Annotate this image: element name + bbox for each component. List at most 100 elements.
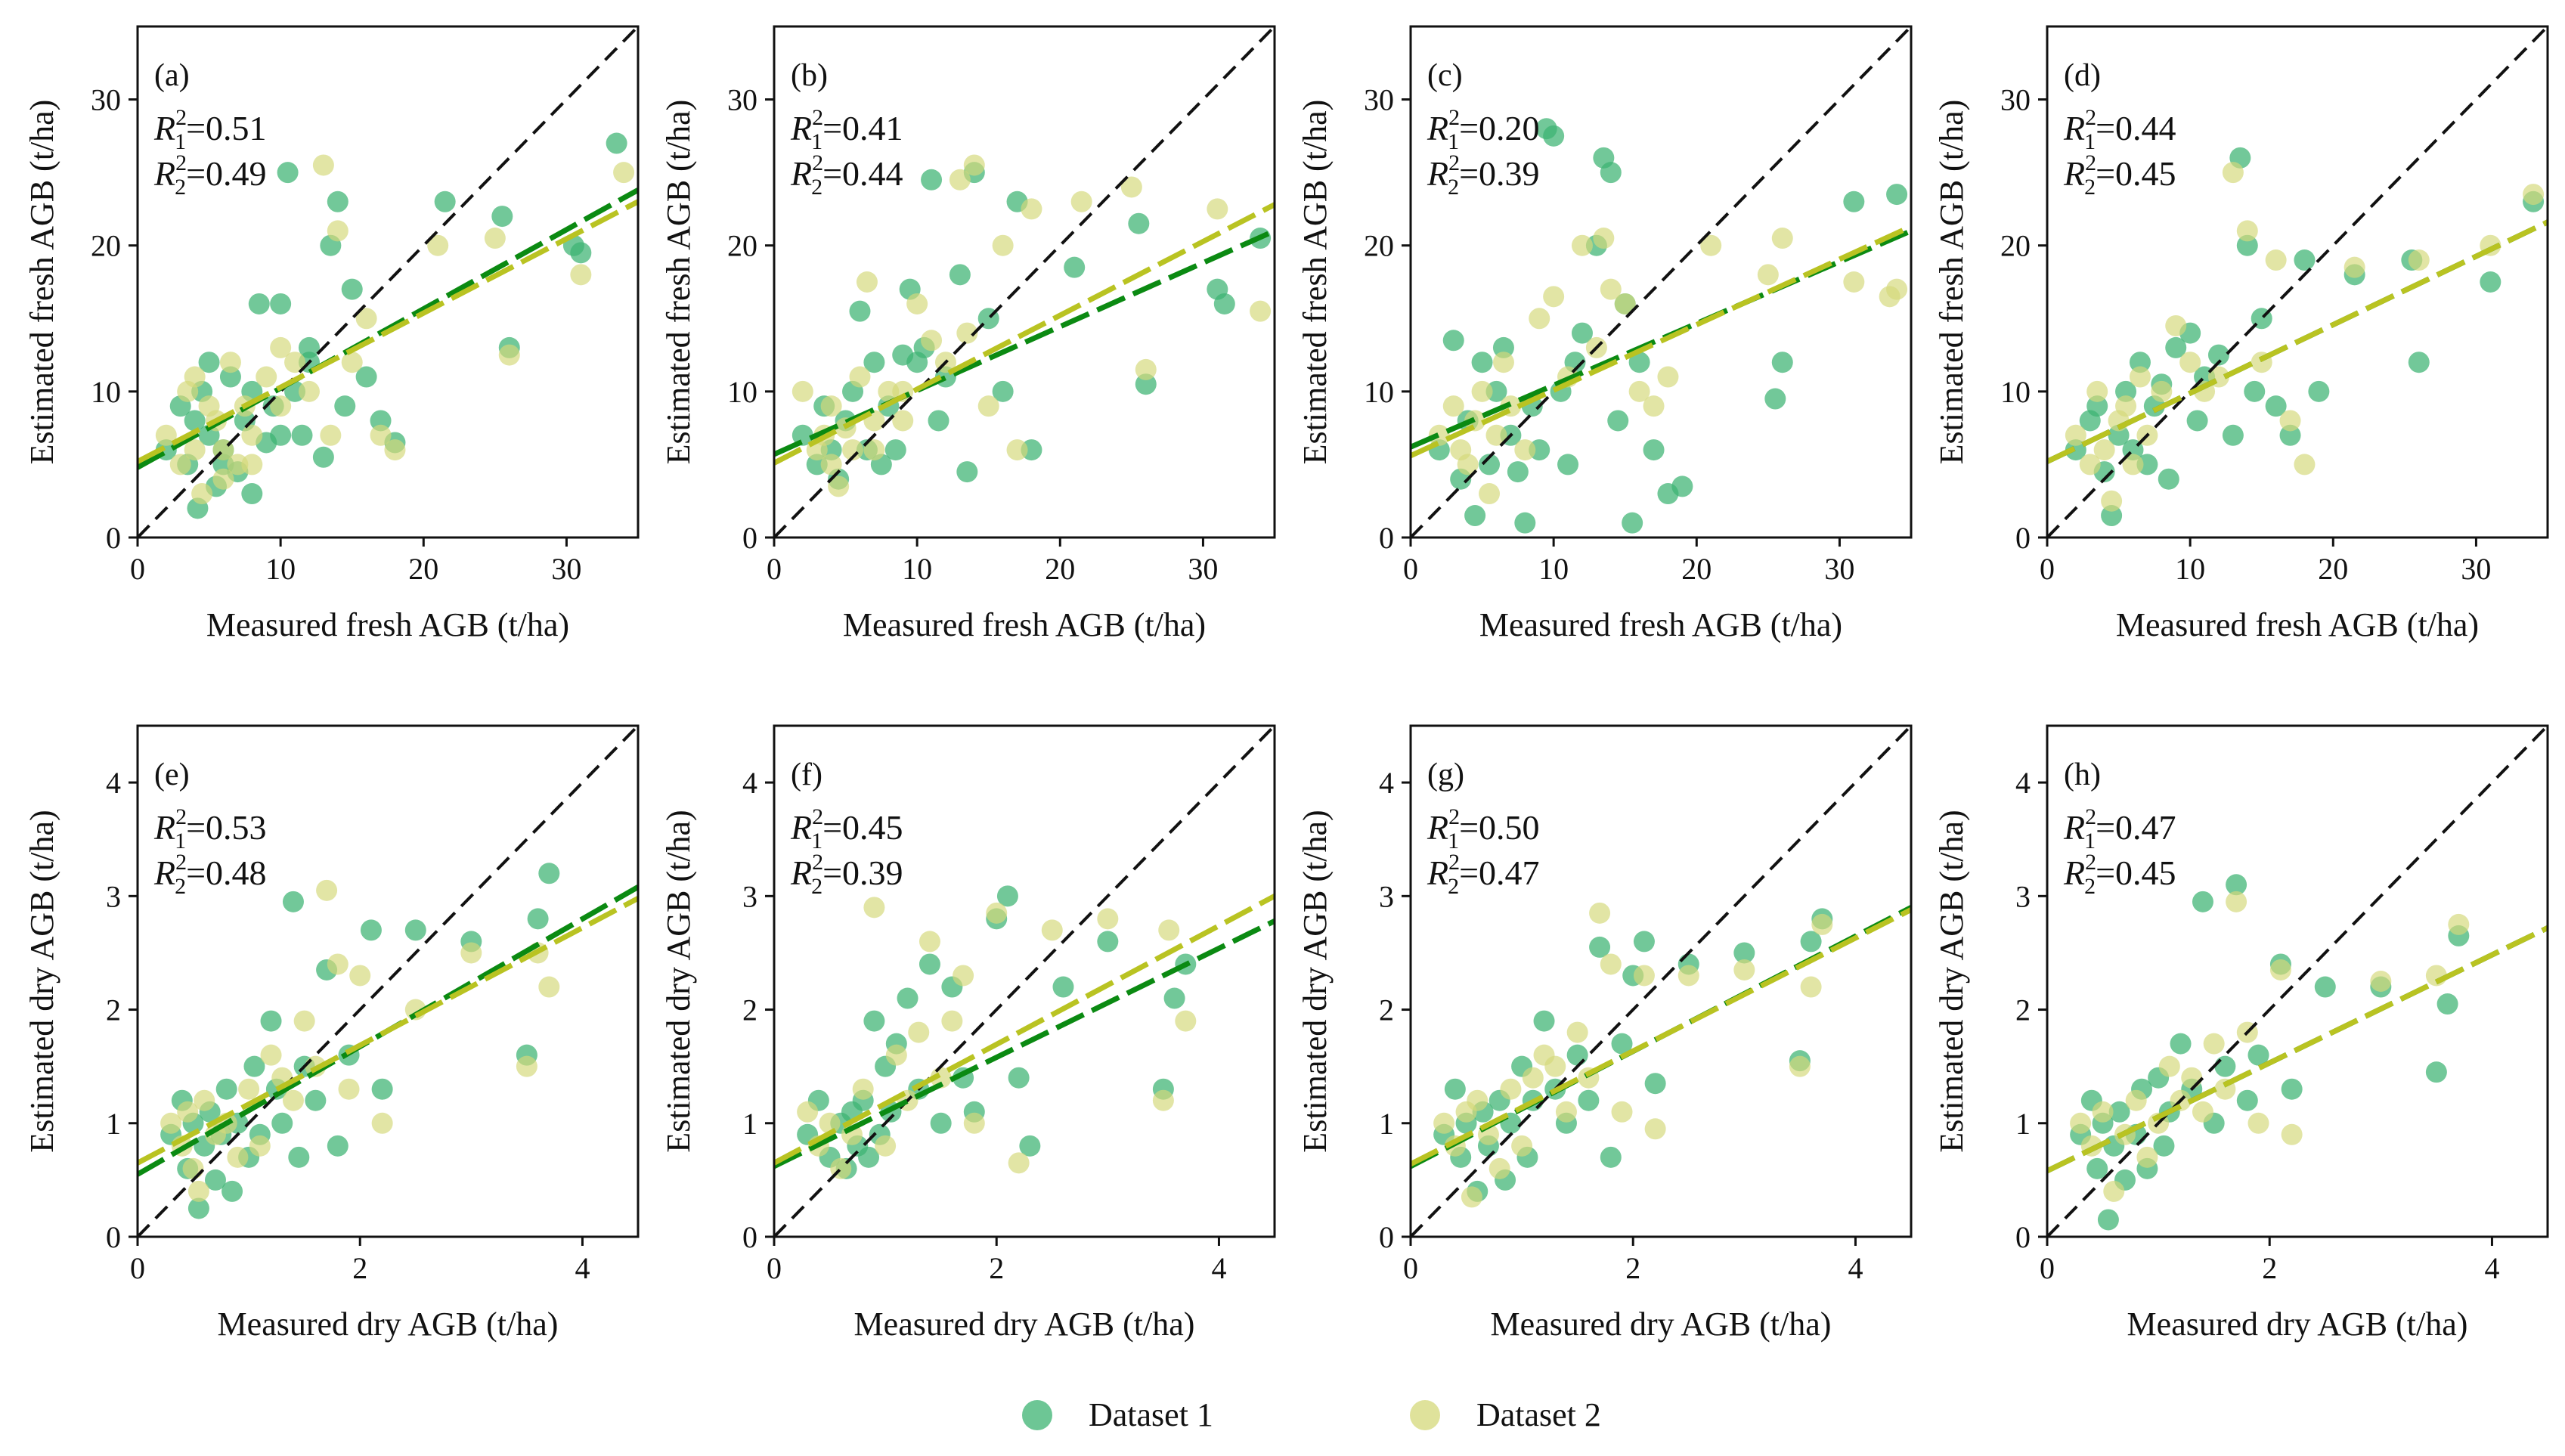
y-tick-label: 1 <box>742 1107 757 1141</box>
scatter-point-dataset-1 <box>2294 249 2316 271</box>
scatter-point-dataset-1 <box>1444 1078 1466 1100</box>
axes-frame <box>2046 724 2549 1238</box>
scatter-point-dataset-2 <box>2523 184 2545 206</box>
scatter-point-dataset-2 <box>1041 919 1063 941</box>
scatter-point-dataset-2 <box>1511 1135 1533 1157</box>
r2-annotation-1: R2 1=0.20 <box>1427 105 1540 154</box>
scatter-point-dataset-2 <box>1733 959 1755 980</box>
scatter-point-dataset-2 <box>2294 454 2316 476</box>
x-tick-label: 20 <box>1681 552 1712 586</box>
scatter-point-dataset-2 <box>1492 352 1514 373</box>
scatter-point-dataset-2 <box>460 942 482 964</box>
scatter-point-dataset-2 <box>2079 454 2101 476</box>
scatter-point-dataset-2 <box>370 424 392 446</box>
axes-frame <box>136 724 640 1238</box>
scatter-point-dataset-1 <box>1442 330 1464 352</box>
y-axis-label: Estimated fresh AGB (t/ha) <box>1296 100 1334 465</box>
scatter-point-dataset-1 <box>2236 1089 2258 1111</box>
panel-3: 0 10 20 30 0 10 20 30 Measured fresh AGB (t/ha) E… <box>1933 25 2549 643</box>
scatter-point-dataset-1 <box>1578 1089 1600 1111</box>
identity-line <box>2047 26 2548 537</box>
scatter-point-dataset-1 <box>897 987 919 1009</box>
scatter-point-dataset-1 <box>187 1197 209 1219</box>
scatter-point-dataset-1 <box>1479 454 1501 476</box>
scatter-point-dataset-2 <box>1789 1055 1811 1077</box>
scatter-point-dataset-2 <box>1467 1089 1489 1111</box>
scatter-point-dataset-2 <box>2269 959 2291 980</box>
r2-annotation-1: R2 1=0.45 <box>790 804 903 853</box>
scatter-point-dataset-2 <box>1593 228 1615 249</box>
scatter-point-dataset-2 <box>1428 424 1450 446</box>
scatter-point-dataset-1 <box>2165 336 2187 358</box>
scatter-point-dataset-2 <box>371 1112 393 1134</box>
y-tick-label: 4 <box>1379 766 1394 800</box>
panel-4: 0 2 4 0 1 2 3 4 Measured dry AGB (t/ha) Estimated… <box>23 724 640 1343</box>
scatter-point-dataset-1 <box>219 366 241 388</box>
scatter-point-dataset-1 <box>1543 125 1565 147</box>
scatter-point-dataset-1 <box>327 1135 349 1157</box>
y-tick-label: 10 <box>91 375 121 409</box>
scatter-point-dataset-1 <box>1644 1073 1666 1095</box>
x-tick-label: 10 <box>265 552 296 586</box>
scatter-point-dataset-2 <box>312 154 334 176</box>
fit-line-dataset-2 <box>774 894 1275 1166</box>
panel-label: (d) <box>2064 58 2101 93</box>
scatter-point-dataset-1 <box>248 293 270 314</box>
scatter-point-dataset-2 <box>1097 908 1119 930</box>
r2-annotation-1: R2 1=0.51 <box>153 105 267 154</box>
scatter-point-dataset-2 <box>613 162 635 184</box>
x-tick-label: 2 <box>989 1251 1004 1285</box>
scatter-point-dataset-2 <box>1008 1152 1030 1174</box>
plot-area <box>774 726 1275 1237</box>
y-tick-label: 4 <box>742 766 757 800</box>
scatter-point-dataset-2 <box>516 1055 537 1077</box>
scatter-point-dataset-2 <box>2448 913 2470 935</box>
y-tick-label: 3 <box>2015 879 2031 913</box>
y-tick-label: 30 <box>2000 83 2031 117</box>
scatter-point-dataset-1 <box>215 1078 237 1100</box>
scatter-point-dataset-1 <box>791 424 813 446</box>
r2-annotation-1: R2 1=0.47 <box>2063 804 2176 853</box>
scatter-point-dataset-1 <box>371 1078 393 1100</box>
scatter-point-dataset-2 <box>885 1044 907 1066</box>
scatter-point-dataset-2 <box>1700 234 1722 256</box>
scatter-point-dataset-2 <box>1479 483 1501 505</box>
scatter-point-dataset-2 <box>1433 1112 1455 1134</box>
scatter-point-dataset-2 <box>820 454 842 476</box>
axes-frame <box>136 25 640 539</box>
scatter-point-dataset-1 <box>956 461 978 483</box>
scatter-point-dataset-2 <box>2226 891 2247 912</box>
scatter-point-dataset-1 <box>2129 352 2151 373</box>
scatter-point-dataset-1 <box>370 410 392 432</box>
scatter-point-dataset-2 <box>256 366 277 388</box>
scatter-point-dataset-2 <box>819 1112 841 1134</box>
y-tick-label: 30 <box>1364 83 1394 117</box>
scatter-point-dataset-2 <box>2136 1146 2158 1168</box>
scatter-point-dataset-2 <box>182 1157 204 1179</box>
fit-line-dataset-2 <box>1411 224 1911 459</box>
scatter-point-dataset-1 <box>928 410 949 432</box>
r2-annotation-1: R2 1=0.41 <box>790 105 903 154</box>
scatter-point-dataset-2 <box>863 439 885 461</box>
scatter-point-dataset-2 <box>986 902 1008 924</box>
plot-area <box>1411 726 1911 1237</box>
x-tick-label: 4 <box>1211 1251 1226 1285</box>
scatter-point-dataset-2 <box>1489 1157 1510 1179</box>
scatter-point-dataset-1 <box>184 410 206 432</box>
y-axis-label: Estimated dry AGB (t/ha) <box>660 810 697 1152</box>
scatter-point-dataset-2 <box>2179 352 2201 373</box>
scatter-point-dataset-1 <box>1607 410 1629 432</box>
scatter-point-dataset-2 <box>863 897 885 919</box>
scatter-point-dataset-1 <box>2425 1061 2447 1083</box>
scatter-point-dataset-1 <box>298 336 320 358</box>
scatter-point-dataset-2 <box>1600 953 1622 975</box>
scatter-point-dataset-2 <box>963 154 985 176</box>
scatter-point-dataset-1 <box>2314 976 2336 998</box>
scatter-point-dataset-1 <box>2214 1055 2236 1077</box>
scatter-point-dataset-2 <box>875 1135 897 1157</box>
y-tick-label: 4 <box>2015 766 2031 800</box>
scatter-point-dataset-2 <box>427 234 449 256</box>
scatter-point-dataset-1 <box>2207 344 2229 366</box>
scatter-point-dataset-2 <box>1471 380 1493 402</box>
scatter-point-dataset-1 <box>2097 1209 2119 1231</box>
